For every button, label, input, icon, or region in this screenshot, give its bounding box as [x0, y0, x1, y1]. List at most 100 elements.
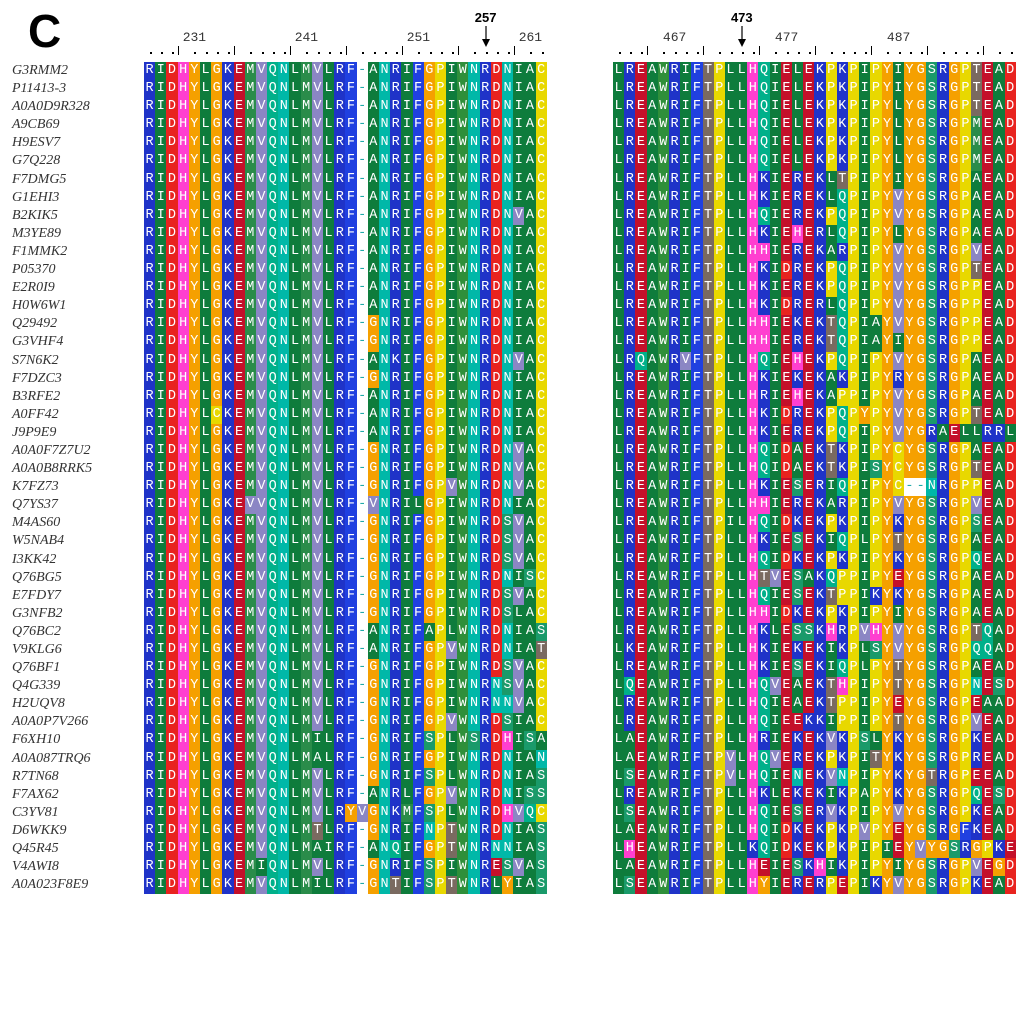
residue-cell: F [412, 514, 424, 533]
residue-cell: - [356, 677, 368, 696]
residue-cell: I [155, 224, 167, 243]
residue-cell: A [646, 261, 658, 280]
residue-cell: R [144, 641, 156, 660]
residue-cell: I [680, 876, 692, 895]
residue-cell: Y [903, 785, 916, 804]
residue-cell: E [233, 550, 245, 569]
residue-cell: R [334, 731, 346, 750]
residue-cell: E [635, 261, 647, 280]
residue-cell: M [300, 604, 312, 623]
residue-cell: H [747, 423, 759, 442]
residue-cell: R [937, 496, 949, 515]
residue-cell: K [758, 622, 770, 641]
residue-cell: I [859, 514, 871, 533]
residue-cell: G [423, 478, 435, 497]
residue-cell: I [401, 713, 413, 732]
residue-cell: R [390, 659, 402, 678]
residue-cell: E [803, 261, 815, 280]
residue-cell: T [870, 749, 882, 768]
residue-cell: E [635, 858, 647, 877]
residue-cell: I [401, 351, 413, 370]
residue-cell: W [457, 496, 469, 515]
residue-cell: I [769, 369, 781, 388]
residue-cell: L [289, 297, 301, 316]
residue-cell: D [490, 821, 502, 841]
residue-cell: R [668, 767, 681, 786]
residue-cell: N [468, 496, 480, 515]
residue-cell: K [758, 261, 770, 280]
residue-cell: L [412, 496, 424, 515]
sequence-id: E7FDY7 [12, 587, 61, 603]
residue-cell: E [803, 369, 815, 388]
residue-cell: L [724, 876, 737, 895]
residue-cell: I [769, 152, 781, 171]
residue-cell: A [311, 840, 323, 859]
residue-cell: P [870, 478, 882, 497]
residue-cell: H [792, 224, 804, 243]
residue-cell: E [982, 478, 994, 497]
sequence-id: V4AWI8 [12, 859, 59, 875]
residue-cell: R [479, 351, 491, 370]
residue-cell: V [825, 803, 837, 822]
residue-cell: L [724, 351, 737, 370]
residue-cell: G [948, 242, 960, 262]
residue-cell: R [926, 423, 938, 442]
residue-cell: S [926, 496, 938, 515]
residue-cell: S [502, 858, 514, 877]
sequence-id-list: G3RMM2 P11413-3 A0A0D9R328 A9CB69 H9ESV7 G7Q2… [12, 62, 92, 894]
residue-cell: Y [881, 405, 893, 424]
residue-cell: P [847, 695, 860, 714]
position-ruler-right: 467 477 487 473 [613, 10, 1016, 60]
residue-cell: R [792, 188, 804, 207]
residue-cell: W [457, 821, 469, 841]
residue-cell: I [513, 170, 525, 189]
residue-cell: R [792, 876, 804, 895]
residue-cell: K [892, 767, 904, 786]
residue-cell: L [446, 731, 458, 750]
residue-cell: E [635, 297, 647, 316]
residue-cell: C [535, 369, 547, 388]
residue-cell: D [166, 749, 178, 768]
residue-cell: - [356, 116, 368, 135]
residue-cell: I [859, 116, 871, 135]
residue-cell: Y [345, 803, 357, 822]
ruler-label: 467 [662, 30, 687, 45]
residue-cell: P [870, 387, 882, 406]
residue-cell: L [323, 876, 335, 895]
residue-cell: K [870, 876, 882, 895]
residue-cell: W [457, 785, 469, 804]
residue-cell: P [847, 550, 860, 569]
ruler-label: 477 [774, 30, 799, 45]
residue-cell: N [502, 134, 514, 153]
residue-cell: I [513, 840, 525, 859]
residue-cell: G [948, 170, 960, 189]
residue-cell: S [993, 677, 1005, 696]
residue-cell: A [646, 170, 658, 189]
residue-cell: R [937, 478, 949, 497]
residue-cell: L [289, 405, 301, 424]
residue-cell: P [434, 858, 447, 877]
residue-cell: R [792, 242, 804, 262]
residue-cell: Q [267, 713, 279, 732]
residue-cell: V [513, 206, 525, 225]
residue-cell: K [792, 641, 804, 660]
residue-cell: T [702, 532, 714, 551]
residue-cell: T [390, 876, 402, 895]
residue-cell: H [747, 550, 759, 569]
residue-cell: R [937, 441, 949, 461]
residue-cell: L [724, 134, 737, 153]
residue-cell: R [668, 550, 681, 569]
residue-cell: I [446, 496, 458, 515]
residue-cell: Y [881, 333, 893, 352]
residue-cell: R [668, 206, 681, 225]
residue-cell: L [769, 785, 781, 804]
residue-cell: A [524, 550, 536, 569]
residue-cell: T [702, 333, 714, 352]
residue-cell: R [814, 876, 826, 895]
residue-cell: Y [903, 441, 916, 461]
residue-cell: A [993, 369, 1005, 388]
residue-cell: T [702, 98, 714, 117]
residue-cell: V [513, 532, 525, 551]
residue-cell: R [334, 80, 346, 99]
